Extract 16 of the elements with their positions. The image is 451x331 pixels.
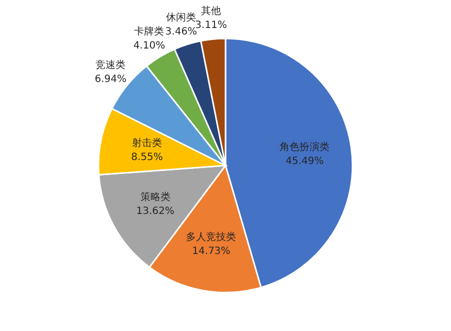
data-label: 8.55% xyxy=(131,152,163,163)
slice-label: 射击类 xyxy=(132,136,162,149)
data-label: 3.11% xyxy=(195,20,227,32)
data-label: 14.73% xyxy=(192,246,230,258)
slice-label: 多人竞技类 xyxy=(186,231,236,244)
slice-label: 卡牌类 xyxy=(134,26,164,38)
data-label: 3.46% xyxy=(165,26,198,38)
data-label: 4.10% xyxy=(133,40,166,52)
data-label: 6.94% xyxy=(94,74,127,86)
slice-label: 其他 xyxy=(201,5,222,18)
data-label: 13.62% xyxy=(136,206,174,217)
data-label: 45.49% xyxy=(286,156,324,168)
slice-label: 竞速类 xyxy=(96,59,126,72)
slice-label: 休闲类 xyxy=(166,11,196,24)
slice-label: 角色扮演类 xyxy=(280,141,330,154)
slice-label: 策略类 xyxy=(140,190,170,203)
